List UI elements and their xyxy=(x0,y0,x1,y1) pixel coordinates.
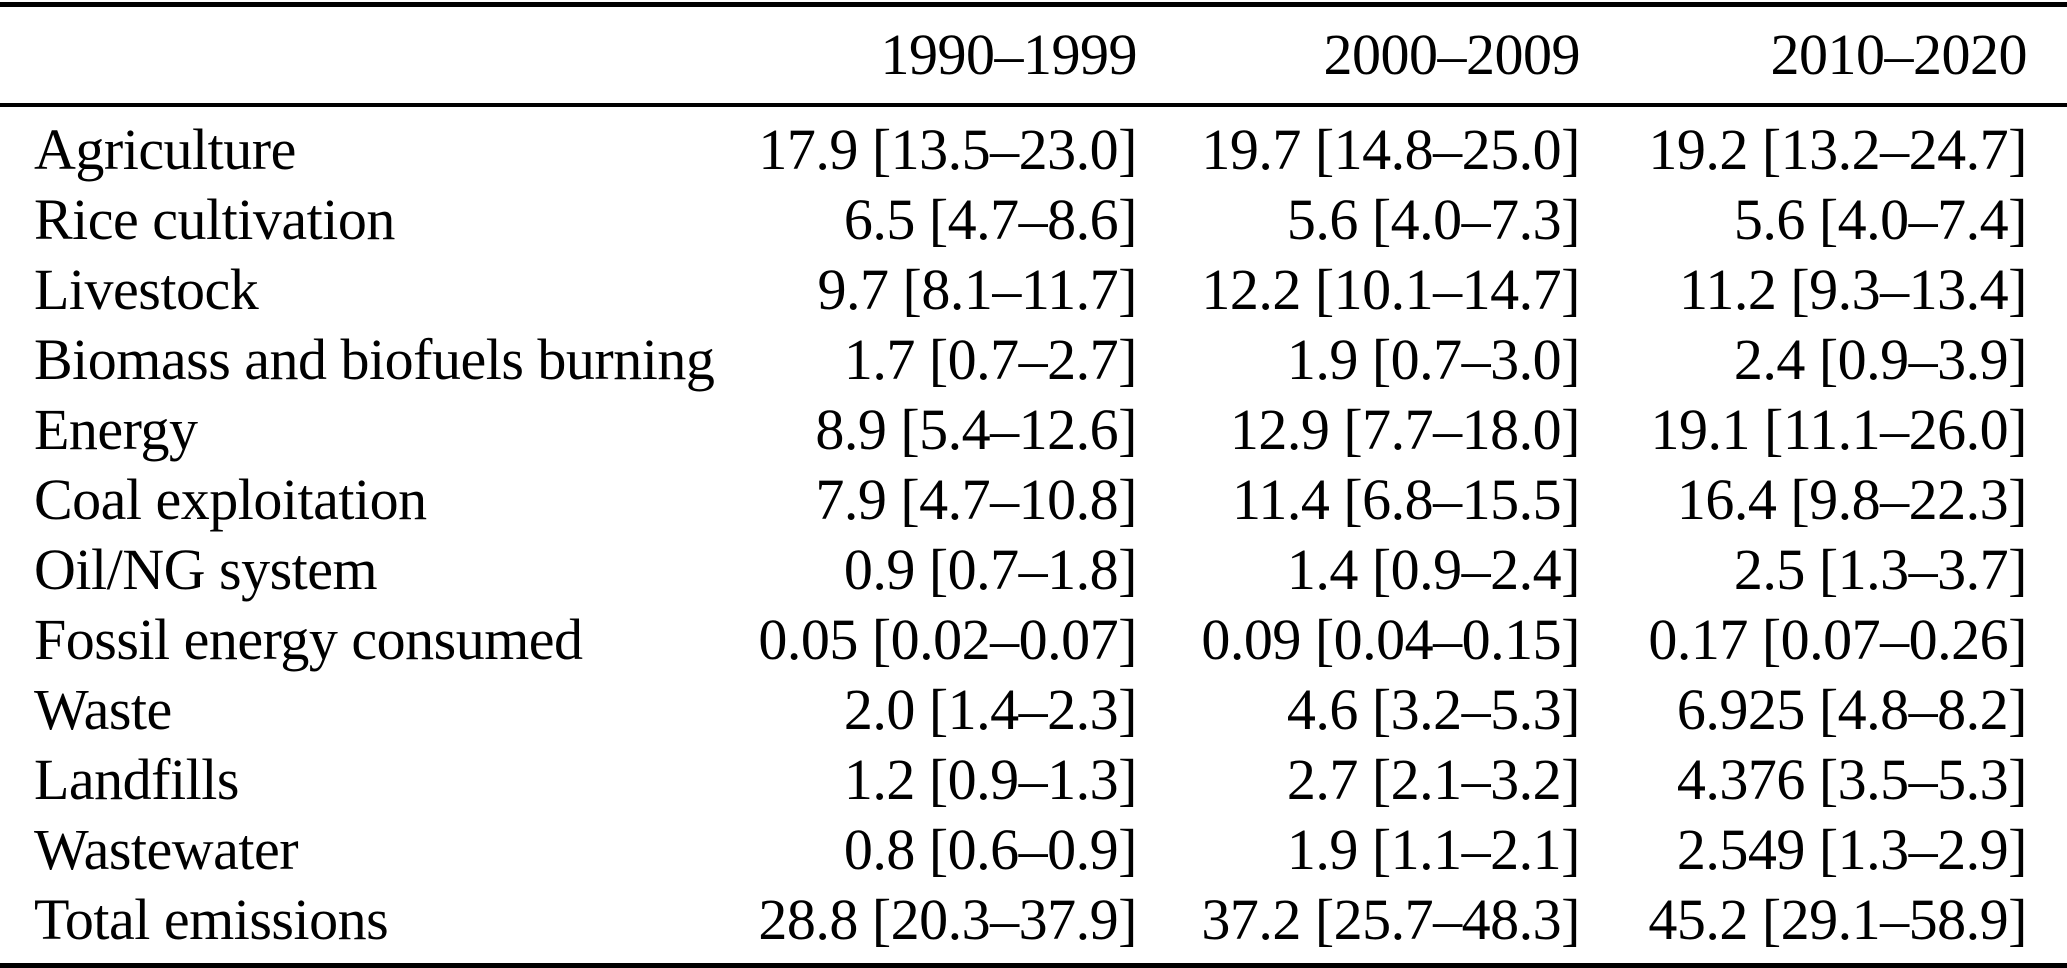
value-cell: 2.4 [0.9–3.9] xyxy=(1733,327,2028,392)
value-cell: 16.4 [9.8–22.3] xyxy=(1676,467,2028,532)
value-cell: 1.2 [0.9–1.3] xyxy=(843,747,1138,812)
value-cell: 2.7 [2.1–3.2] xyxy=(1286,747,1581,812)
value-cell: 17.9 [13.5–23.0] xyxy=(758,117,1137,182)
value-cell: 2.0 [1.4–2.3] xyxy=(843,677,1138,742)
table-row: Waste 2.0 [1.4–2.3] 4.6 [3.2–5.3] 6.925 … xyxy=(0,675,2067,745)
column-header-2010-2020: 2010–2020 xyxy=(1770,22,2028,87)
value-cell: 6.5 [4.7–8.6] xyxy=(843,187,1138,252)
value-cell: 37.2 [25.7–48.3] xyxy=(1201,887,1580,952)
table-row: Fossil energy consumed 0.05 [0.02–0.07] … xyxy=(0,605,2067,675)
value-cell: 8.9 [5.4–12.6] xyxy=(815,397,1137,462)
value-cell: 7.9 [4.7–10.8] xyxy=(815,467,1137,532)
value-cell: 1.9 [1.1–2.1] xyxy=(1286,817,1581,882)
value-cell: 0.17 [0.07–0.26] xyxy=(1648,607,2027,672)
row-label: Coal exploitation xyxy=(34,467,427,532)
value-cell: 45.2 [29.1–58.9] xyxy=(1648,887,2027,952)
table-row: Oil/NG system 0.9 [0.7–1.8] 1.4 [0.9–2.4… xyxy=(0,535,2067,605)
value-cell: 0.09 [0.04–0.15] xyxy=(1201,607,1580,672)
header-row: 1990–1999 2000–2009 2010–2020 xyxy=(0,5,2067,106)
value-cell: 2.549 [1.3–2.9] xyxy=(1676,817,2028,882)
column-header-2000-2009: 2000–2009 xyxy=(1323,22,1581,87)
column-header-1990-1999: 1990–1999 xyxy=(880,22,1138,87)
table-row: Agriculture 17.9 [13.5–23.0] 19.7 [14.8–… xyxy=(0,105,2067,185)
table-row: Wastewater 0.8 [0.6–0.9] 1.9 [1.1–2.1] 2… xyxy=(0,815,2067,885)
table-row: Energy 8.9 [5.4–12.6] 12.9 [7.7–18.0] 19… xyxy=(0,395,2067,465)
value-cell: 28.8 [20.3–37.9] xyxy=(758,887,1137,952)
row-label: Landfills xyxy=(34,747,239,812)
value-cell: 0.05 [0.02–0.07] xyxy=(758,607,1137,672)
value-cell: 4.376 [3.5–5.3] xyxy=(1676,747,2028,812)
row-label: Fossil energy consumed xyxy=(34,607,583,672)
table-row: Landfills 1.2 [0.9–1.3] 2.7 [2.1–3.2] 4.… xyxy=(0,745,2067,815)
row-label: Biomass and biofuels burning xyxy=(34,327,715,392)
value-cell: 1.4 [0.9–2.4] xyxy=(1286,537,1581,602)
table-row: Livestock 9.7 [8.1–11.7] 12.2 [10.1–14.7… xyxy=(0,255,2067,325)
row-label: Rice cultivation xyxy=(34,187,395,252)
value-cell: 1.9 [0.7–3.0] xyxy=(1286,327,1581,392)
value-cell: 1.7 [0.7–2.7] xyxy=(843,327,1138,392)
value-cell: 19.2 [13.2–24.7] xyxy=(1648,117,2027,182)
value-cell: 0.9 [0.7–1.8] xyxy=(843,537,1138,602)
table-row: Total emissions 28.8 [20.3–37.9] 37.2 [2… xyxy=(0,885,2067,966)
row-label: Waste xyxy=(34,677,172,742)
value-cell: 11.2 [9.3–13.4] xyxy=(1679,257,2027,322)
row-label: Total emissions xyxy=(34,887,389,952)
value-cell: 12.2 [10.1–14.7] xyxy=(1201,257,1580,322)
value-cell: 0.8 [0.6–0.9] xyxy=(843,817,1138,882)
value-cell: 4.6 [3.2–5.3] xyxy=(1286,677,1581,742)
value-cell: 5.6 [4.0–7.3] xyxy=(1286,187,1581,252)
row-label: Energy xyxy=(34,397,198,462)
row-label: Oil/NG system xyxy=(34,537,378,602)
value-cell: 9.7 [8.1–11.7] xyxy=(817,257,1138,322)
value-cell: 19.1 [11.1–26.0] xyxy=(1650,397,2028,462)
value-cell: 6.925 [4.8–8.2] xyxy=(1676,677,2028,742)
table-row: Rice cultivation 6.5 [4.7–8.6] 5.6 [4.0–… xyxy=(0,185,2067,255)
column-header-blank xyxy=(0,5,710,106)
row-label: Agriculture xyxy=(34,117,296,182)
value-cell: 2.5 [1.3–3.7] xyxy=(1733,537,2028,602)
table-row: Biomass and biofuels burning 1.7 [0.7–2.… xyxy=(0,325,2067,395)
value-cell: 19.7 [14.8–25.0] xyxy=(1201,117,1580,182)
value-cell: 12.9 [7.7–18.0] xyxy=(1229,397,1581,462)
row-label: Livestock xyxy=(34,257,259,322)
value-cell: 5.6 [4.0–7.4] xyxy=(1733,187,2028,252)
table-row: Coal exploitation 7.9 [4.7–10.8] 11.4 [6… xyxy=(0,465,2067,535)
row-label: Wastewater xyxy=(34,817,299,882)
value-cell: 11.4 [6.8–15.5] xyxy=(1232,467,1580,532)
